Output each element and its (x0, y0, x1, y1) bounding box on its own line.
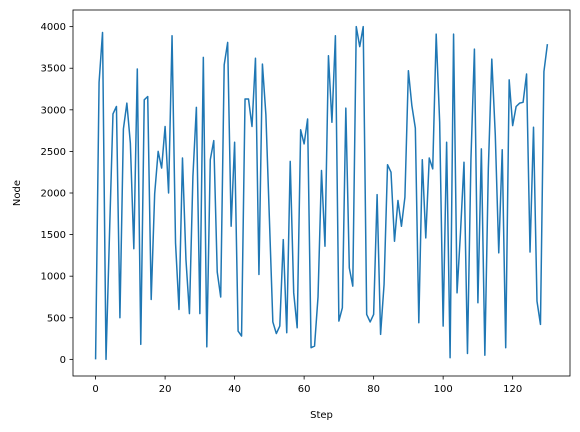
y-tick-label: 0 (60, 355, 66, 366)
y-ticks: 0 500 1000 1500 2000 2500 3000 3500 4000 (41, 22, 73, 366)
x-tick-label: 80 (367, 384, 380, 395)
y-tick-label: 500 (47, 313, 66, 324)
x-tick-label: 20 (159, 384, 172, 395)
y-tick-label: 3000 (41, 105, 66, 116)
series-layer (94, 25, 549, 361)
x-tick-label: 40 (228, 384, 241, 395)
y-tick-label: 1000 (41, 272, 66, 283)
x-tick-label: 100 (434, 384, 453, 395)
y-tick-label: 3500 (41, 64, 66, 75)
series-line-0 (94, 25, 549, 361)
y-tick-label: 1500 (41, 230, 66, 241)
x-tick-label: 0 (92, 384, 98, 395)
y-tick-label: 2500 (41, 147, 66, 158)
x-tick-label: 60 (298, 384, 311, 395)
x-tick-label: 120 (503, 384, 522, 395)
x-ticks: 0 20 40 60 80 100 120 (92, 376, 522, 395)
x-axis-label: Step (310, 410, 333, 421)
y-axis-label: Node (12, 180, 23, 206)
y-tick-label: 2000 (41, 189, 66, 200)
y-tick-label: 4000 (41, 22, 66, 33)
